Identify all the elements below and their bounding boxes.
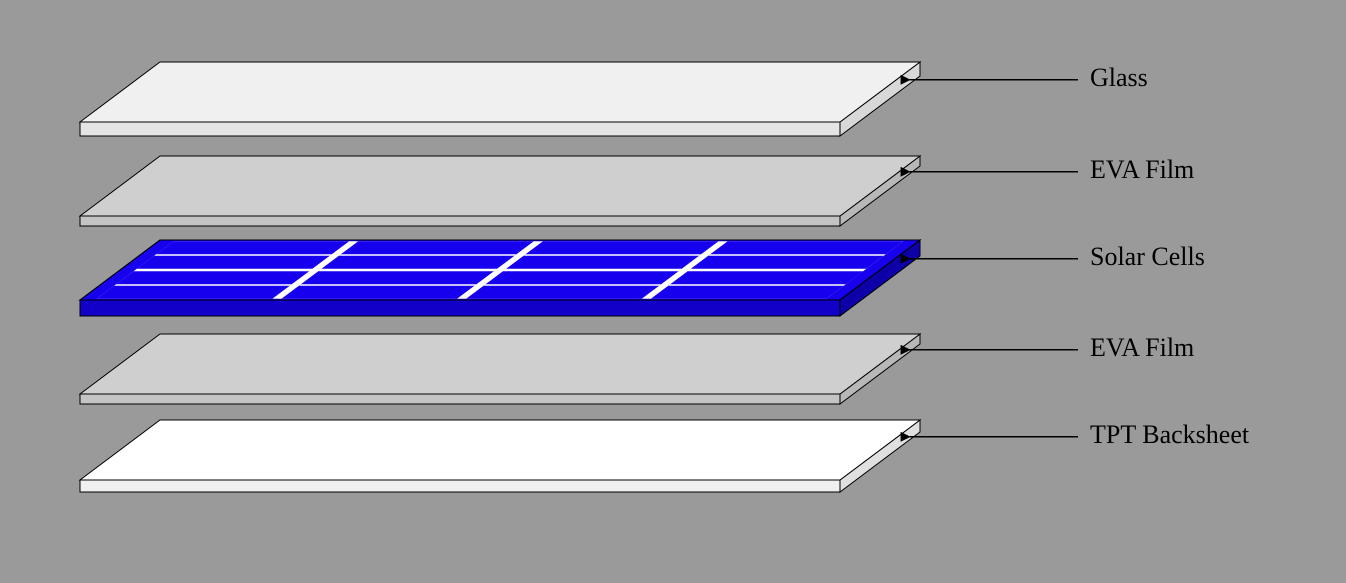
solar-cell-busbar [114,284,291,285]
label-solar: Solar Cells [1090,242,1205,271]
layer-eva-top-top [80,156,920,216]
layer-eva-top [80,156,920,226]
solar-cell-busbar [668,284,845,285]
layer-glass-front [80,122,840,136]
solar-cell-busbar [339,254,516,255]
solar-cell-busbar [708,254,885,255]
solar-cell-busbar [484,284,661,285]
label-eva-top: EVA Film [1090,155,1194,184]
layer-eva-bottom-front [80,394,840,404]
label-tpt: TPT Backsheet [1090,420,1250,449]
solar-cell-busbar [154,254,331,255]
layer-solar [80,240,920,316]
solar-cell-busbar [299,284,476,285]
label-eva-bottom: EVA Film [1090,333,1194,362]
layer-tpt-front [80,480,840,492]
layer-glass-top [80,62,920,122]
layer-eva-bottom-top [80,334,920,394]
layer-eva-top-front [80,216,840,226]
layer-tpt [80,420,920,492]
solar-cell-busbar [524,254,701,255]
layer-solar-front [80,300,840,316]
layer-eva-bottom [80,334,920,404]
layer-glass [80,62,920,136]
layer-tpt-top [80,420,920,480]
label-glass: Glass [1090,63,1148,92]
